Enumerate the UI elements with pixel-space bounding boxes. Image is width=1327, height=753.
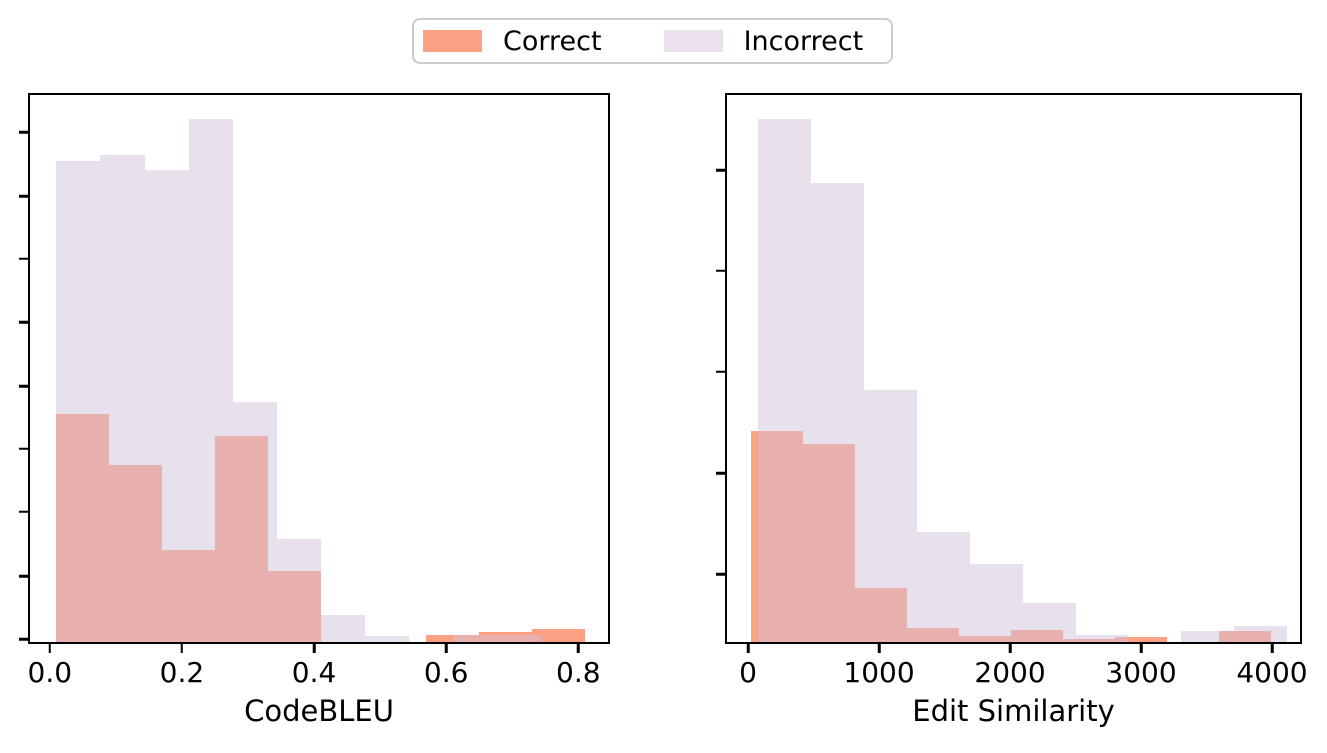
x-tick [312, 644, 316, 653]
codebleu-bars-layer [28, 93, 610, 642]
bar-incorrect-10 [497, 635, 542, 642]
x-tick [1270, 644, 1274, 653]
legend-item-correct: Correct [423, 28, 602, 55]
x-tick-label: 0.8 [556, 656, 601, 689]
bar-incorrect-0 [56, 160, 101, 642]
y-tick [19, 574, 28, 578]
bar-incorrect-6 [1075, 634, 1129, 642]
bar-incorrect-7 [364, 635, 409, 642]
y-tick [716, 269, 725, 273]
bar-incorrect-8 [1181, 631, 1235, 642]
edit-similarity-plot: Edit Similarity 0 1000 2000 3000 4000 [716, 93, 1308, 726]
correct-swatch-icon [423, 30, 482, 52]
codebleu-axis-label: CodeBLEU [244, 694, 394, 728]
x-tick [48, 644, 52, 653]
y-tick [19, 384, 28, 388]
bar-incorrect-1 [810, 182, 864, 642]
x-tick-label: 0 [739, 656, 757, 689]
bar-incorrect-5 [1022, 603, 1076, 642]
bar-incorrect-3 [188, 118, 233, 642]
y-tick [19, 320, 28, 324]
bar-incorrect-3 [916, 531, 970, 642]
bar-correct-7 [1115, 637, 1168, 642]
y-tick [19, 447, 28, 451]
x-tick-label: 0.4 [291, 656, 337, 689]
bar-incorrect-2 [144, 169, 189, 642]
y-tick [19, 194, 28, 198]
x-tick [877, 644, 881, 653]
bar-incorrect-9 [452, 634, 498, 642]
bar-correct-9 [532, 628, 585, 642]
bar-incorrect-0 [758, 118, 811, 642]
x-tick [746, 644, 750, 653]
x-tick [577, 644, 580, 653]
y-tick [19, 510, 28, 513]
y-tick [716, 471, 725, 475]
bar-incorrect-9 [1234, 626, 1288, 642]
x-tick-label: 2000 [974, 656, 1046, 689]
y-tick [19, 637, 28, 641]
bar-incorrect-1 [100, 154, 145, 642]
legend: Correct Incorrect [412, 18, 893, 64]
x-tick [444, 644, 448, 653]
bar-incorrect-6 [320, 615, 365, 642]
x-tick-label: 0.6 [423, 656, 469, 689]
incorrect-legend-label: Incorrect [743, 25, 864, 57]
x-tick-label: 1000 [843, 656, 915, 689]
y-tick [19, 257, 28, 261]
bar-incorrect-5 [276, 539, 321, 642]
edit-similarity-axis-label: Edit Similarity [912, 694, 1115, 728]
y-tick [19, 130, 28, 134]
x-tick [1139, 644, 1143, 653]
incorrect-swatch-icon [663, 30, 723, 52]
y-tick [716, 370, 725, 374]
x-tick-label: 0.2 [159, 656, 205, 689]
bar-correct-7 [426, 635, 480, 642]
edit-similarity-bars-layer [725, 93, 1302, 642]
x-tick-label: 3000 [1105, 656, 1177, 689]
bar-incorrect-2 [863, 390, 917, 642]
y-tick [716, 168, 725, 172]
legend-item-incorrect: Incorrect [663, 25, 864, 57]
correct-legend-label: Correct [503, 25, 602, 57]
bar-incorrect-4 [969, 563, 1023, 642]
x-tick [1008, 644, 1012, 653]
x-tick-label: 0.0 [27, 656, 73, 689]
x-tick [180, 644, 184, 653]
y-tick [716, 572, 725, 576]
bar-incorrect-4 [232, 402, 277, 642]
codebleu-plot: CodeBLEU 0.0 0.2 0.4 0.6 0.8 [19, 93, 610, 726]
x-tick-label: 4000 [1236, 656, 1308, 689]
